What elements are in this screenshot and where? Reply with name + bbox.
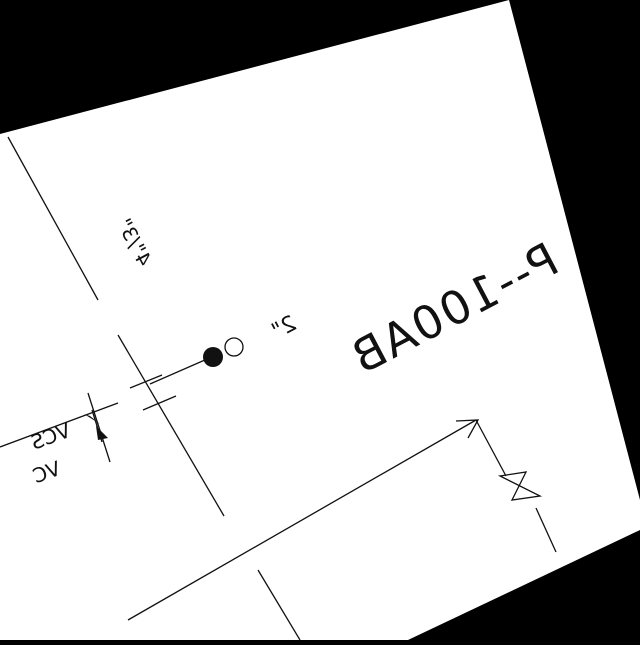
dimension-line	[0, 402, 119, 448]
gate-valve-icon	[497, 471, 543, 501]
drawing-content	[0, 136, 557, 641]
pipe-segment-to-cap	[149, 355, 215, 385]
reference-line-left	[7, 136, 99, 301]
reference-line-mid	[117, 334, 225, 517]
reference-line-bottom	[257, 569, 301, 641]
reducer-bar-1	[129, 374, 163, 389]
pipe-end-cap-icon	[203, 347, 223, 367]
open-end-icon	[224, 337, 244, 357]
main-pipe	[127, 419, 477, 621]
pipe-below-valve	[535, 507, 557, 553]
reducer-bar-2	[142, 395, 177, 411]
dimension-tick	[87, 392, 111, 463]
pipe-to-valve	[475, 419, 507, 477]
flow-arrow-icon	[455, 419, 480, 439]
dimension-arrows-icon	[84, 409, 108, 443]
